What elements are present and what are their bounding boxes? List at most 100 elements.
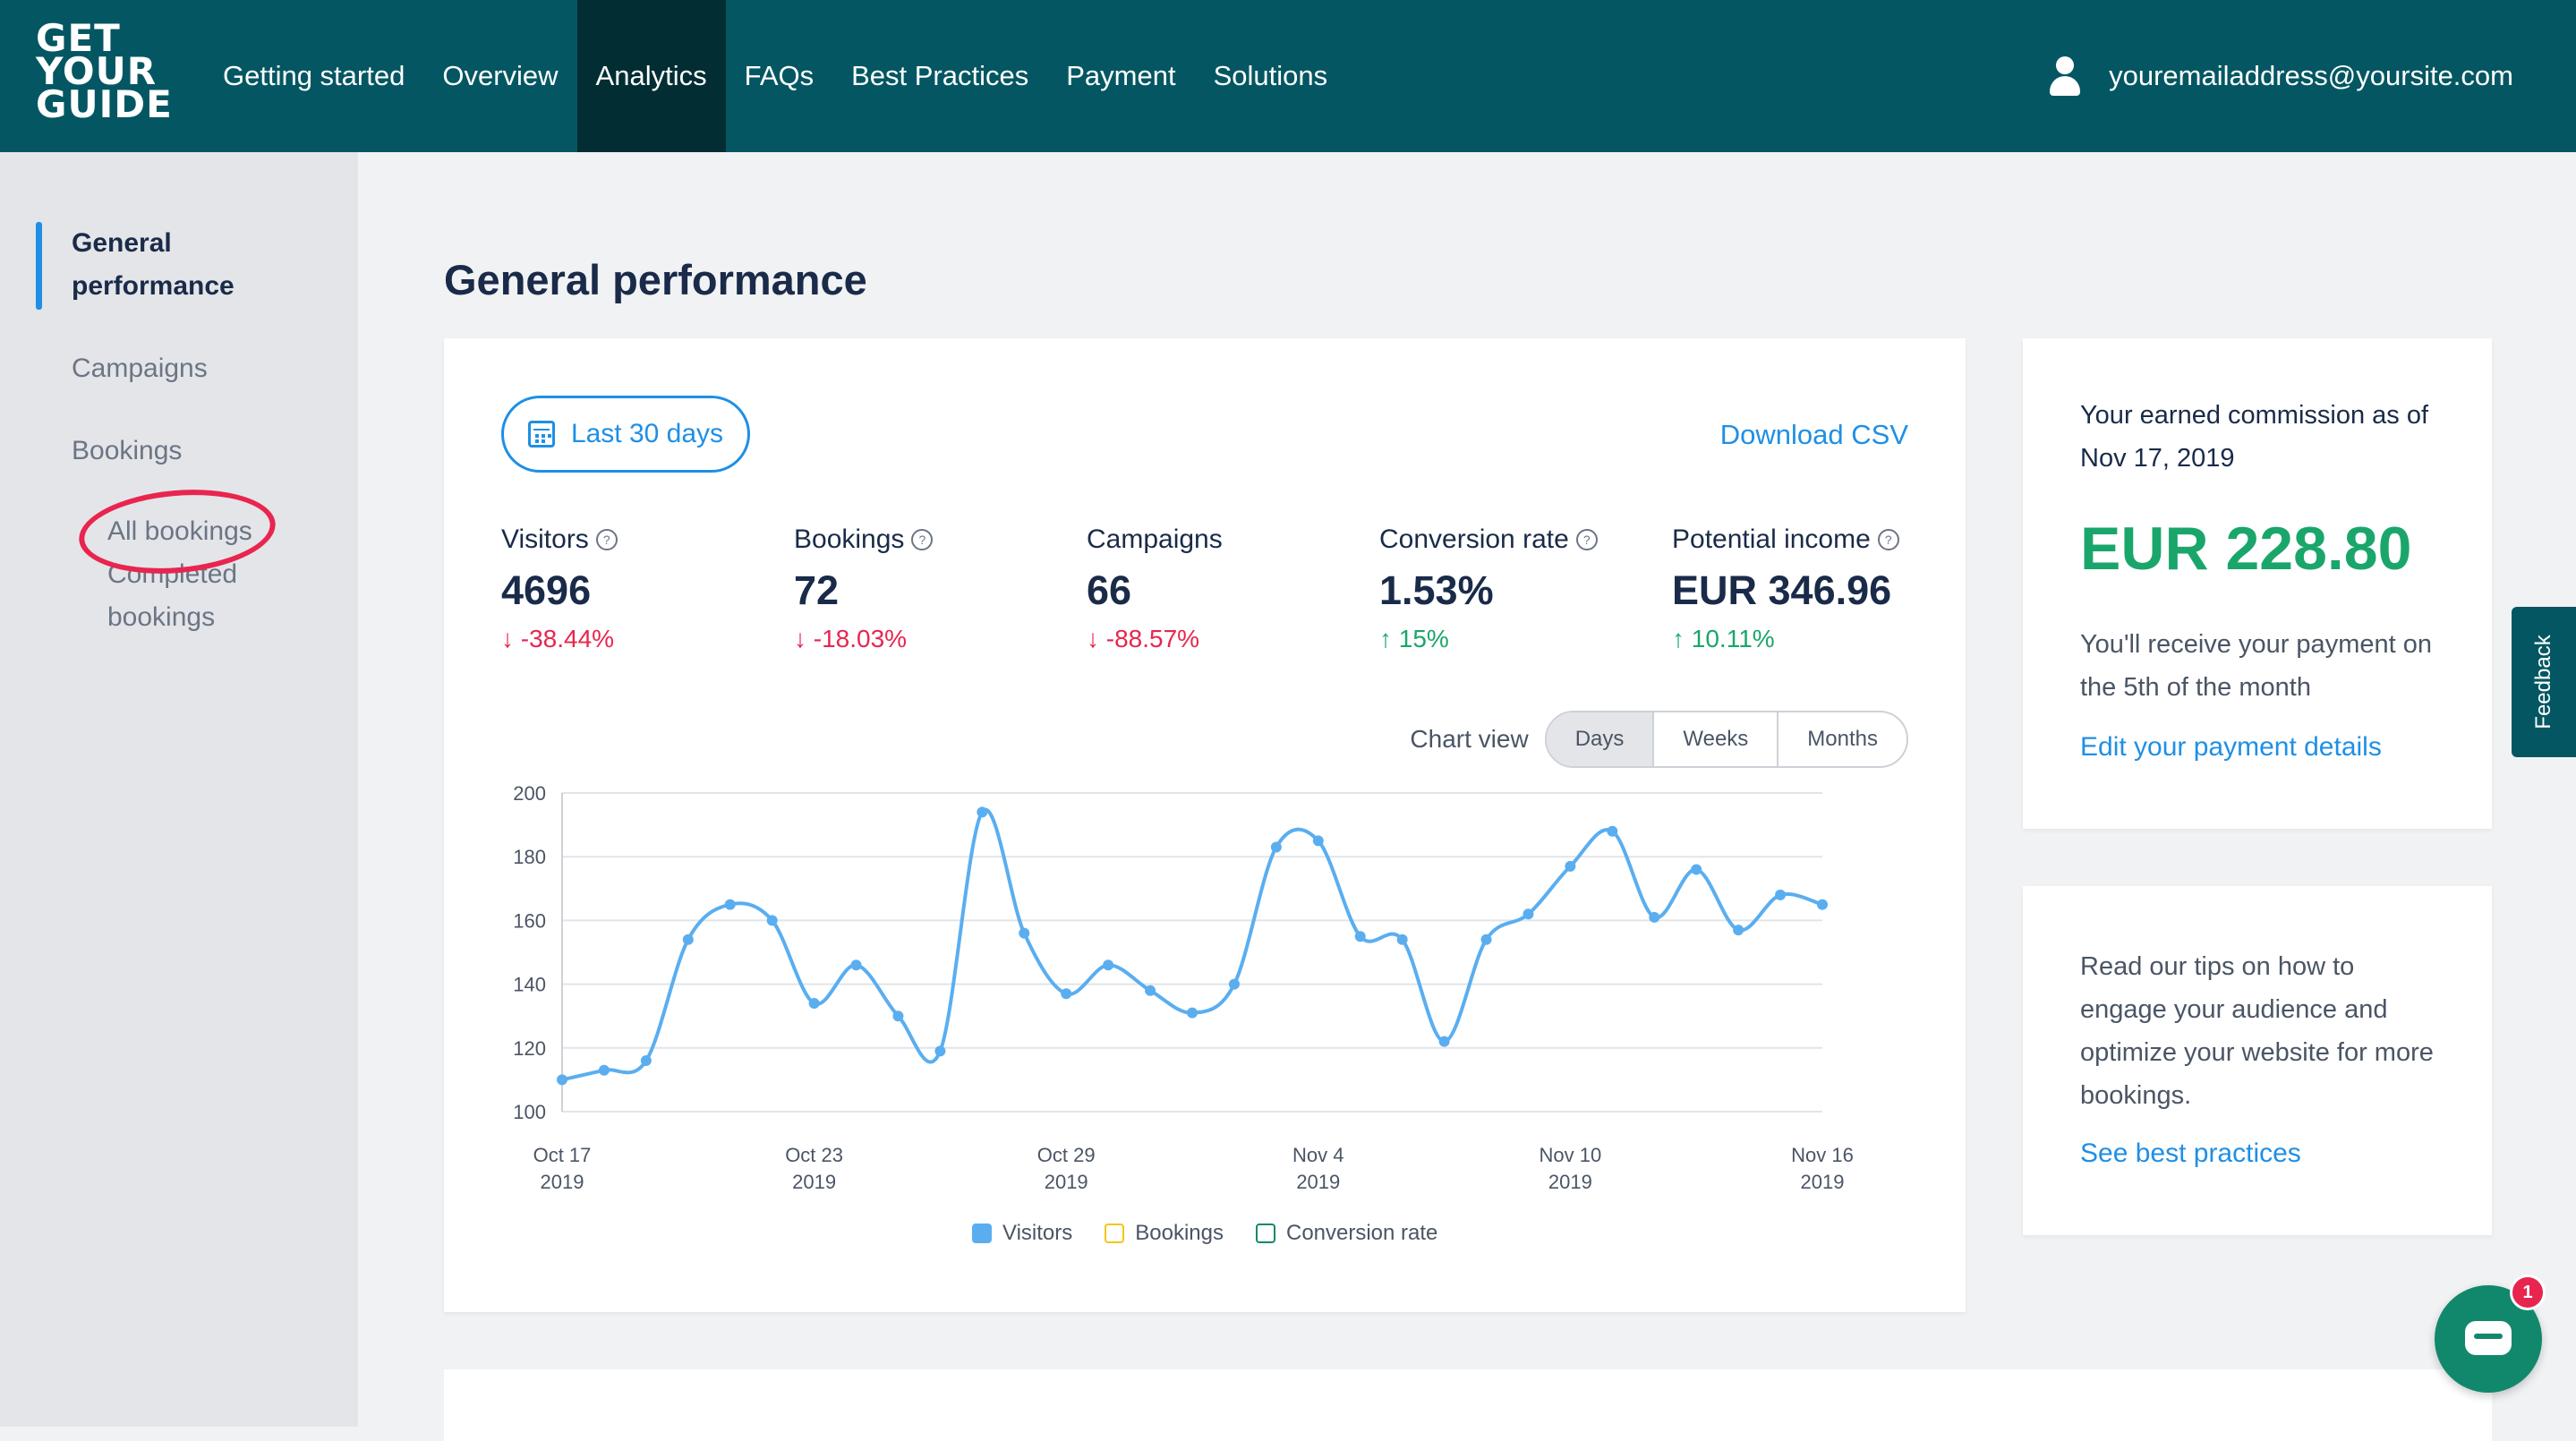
sidebar: [0, 152, 358, 1427]
help-icon[interactable]: ?: [1575, 529, 1598, 550]
data-point: [640, 1055, 652, 1067]
arrow-down-icon: ↓: [501, 625, 514, 652]
data-point: [1775, 889, 1787, 900]
nav-overview[interactable]: Overview: [442, 60, 559, 91]
chat-icon: [2465, 1321, 2512, 1355]
feedback-tab[interactable]: Feedback: [2512, 607, 2576, 757]
legend-item-visitors[interactable]: Visitors: [972, 1221, 1072, 1246]
user-email: youremailaddress@yoursite.com: [2109, 60, 2513, 91]
getyourguide-logo[interactable]: GET YOUR GUIDE: [36, 16, 173, 126]
legend-swatch: [1255, 1224, 1275, 1243]
nav-best-practices[interactable]: Best Practices: [851, 60, 1029, 91]
sidebar-subitem-completed-bookings[interactable]: Completed bookings: [107, 559, 238, 632]
download-csv-link[interactable]: Download CSV: [1719, 419, 1908, 450]
series-line-visitors: [561, 807, 1823, 1082]
metric-bookings: Bookings? 72 ↓ -18.03%: [794, 524, 1080, 653]
x-tick-year: 2019: [1296, 1171, 1340, 1193]
nav-getting-started[interactable]: Getting started: [223, 60, 405, 91]
data-point: [1733, 925, 1744, 936]
metric-change: -88.57%: [1105, 625, 1200, 652]
main-nav: Getting started Overview Analytics FAQs …: [204, 0, 1346, 152]
sidebar-active-indicator: [36, 222, 42, 310]
data-point: [1270, 841, 1282, 853]
tips-text: Read our tips on how to engage your audi…: [2080, 952, 2434, 1110]
data-point: [934, 1045, 946, 1057]
user-menu[interactable]: youremailaddress@yoursite.com: [2048, 0, 2513, 152]
logo-line: GUIDE: [36, 82, 173, 126]
see-best-practices-link[interactable]: See best practices: [2080, 1138, 2301, 1168]
data-point: [1061, 988, 1072, 1000]
metric-change: -18.03%: [813, 625, 908, 652]
data-point: [1228, 978, 1240, 990]
chart-view-weeks[interactable]: Weeks: [1652, 712, 1777, 766]
data-point: [892, 1010, 904, 1022]
visitors-line-chart: 100 120 140 160 180 200 Oct 17 2019 Oct 23 2019 Oc…: [513, 782, 1854, 1193]
logo-line: GET: [36, 16, 121, 60]
legend-item-bookings[interactable]: Bookings: [1105, 1221, 1224, 1246]
metric-change: -38.44%: [520, 625, 615, 652]
help-icon[interactable]: ?: [595, 529, 618, 550]
y-tick-label: 200: [513, 782, 546, 805]
y-tick-label: 120: [513, 1037, 546, 1060]
arrow-down-icon: ↓: [794, 625, 806, 652]
commission-note: You'll receive your payment on the 5th o…: [2080, 630, 2432, 702]
data-point: [1145, 985, 1156, 996]
nav-analytics[interactable]: Analytics: [576, 0, 726, 152]
metrics-row: Visitors? 4696 ↓ -38.44% Bookings? 72 ↓ …: [501, 524, 1933, 668]
nav-payment[interactable]: Payment: [1066, 60, 1176, 91]
legend-label: Bookings: [1135, 1221, 1224, 1245]
x-tick-year: 2019: [1548, 1171, 1592, 1193]
nav-faqs[interactable]: FAQs: [744, 60, 815, 91]
arrow-up-icon: ↑: [1379, 625, 1392, 652]
help-icon[interactable]: ?: [1877, 529, 1899, 550]
edit-payment-details-link[interactable]: Edit your payment details: [2080, 732, 2382, 762]
data-point: [808, 997, 820, 1009]
y-tick-label: 100: [513, 1101, 546, 1123]
tips-card: Read our tips on how to engage your audi…: [2023, 886, 2492, 1235]
legend-swatch: [1105, 1224, 1125, 1243]
metric-value: 4696: [501, 567, 592, 613]
x-tick-label: Nov 4: [1292, 1144, 1343, 1166]
y-tick-label: 180: [513, 846, 546, 868]
x-tick-label: Nov 16: [1791, 1144, 1854, 1166]
legend-swatch: [972, 1224, 992, 1243]
data-point: [724, 899, 736, 910]
data-point: [1187, 1007, 1198, 1019]
metric-value: 72: [794, 567, 840, 613]
metric-change: 15%: [1398, 625, 1449, 652]
metric-label: Visitors: [501, 524, 589, 554]
metric-value: 66: [1087, 567, 1132, 613]
chat-notification-badge: 1: [2510, 1275, 2546, 1310]
metric-visitors: Visitors? 4696 ↓ -38.44%: [501, 524, 788, 653]
x-tick-label: Nov 10: [1540, 1144, 1602, 1166]
y-tick-label: 140: [513, 974, 546, 996]
sidebar-subitem-all-bookings[interactable]: All bookings: [107, 516, 252, 546]
data-point: [977, 806, 988, 818]
chart-view-toggle: Days Weeks Months: [1544, 711, 1908, 768]
metric-label: Conversion rate: [1379, 524, 1569, 554]
sidebar-item-campaigns[interactable]: Campaigns: [72, 354, 208, 383]
legend-label: Visitors: [1002, 1221, 1073, 1245]
nav-solutions[interactable]: Solutions: [1213, 60, 1328, 91]
x-tick-year: 2019: [541, 1171, 584, 1193]
sidebar-item-general-performance[interactable]: General performance: [72, 228, 235, 301]
commission-card: Your earned commission as of Nov 17, 201…: [2023, 338, 2492, 829]
data-point: [1019, 927, 1030, 939]
y-tick-label: 160: [513, 909, 546, 932]
date-range-button[interactable]: Last 30 days: [501, 396, 750, 473]
chart-view-months[interactable]: Months: [1777, 712, 1906, 766]
data-point: [1438, 1036, 1450, 1047]
performance-card: Last 30 days Download CSV Visitors? 4696…: [444, 338, 1966, 1312]
sidebar-item-bookings[interactable]: Bookings: [72, 436, 183, 465]
data-point: [1691, 864, 1702, 875]
metric-label: Bookings: [794, 524, 905, 554]
x-tick-label: Oct 29: [1037, 1144, 1096, 1166]
legend-label: Conversion rate: [1285, 1221, 1438, 1245]
help-icon[interactable]: ?: [911, 529, 934, 550]
x-tick-year: 2019: [792, 1171, 836, 1193]
chart-view-days[interactable]: Days: [1546, 712, 1653, 766]
metric-campaigns: Campaigns 66 ↓ -88.57%: [1087, 524, 1373, 653]
top-navigation-bar: GET YOUR GUIDE Getting started Overview …: [0, 0, 2576, 152]
legend-item-conversion-rate[interactable]: Conversion rate: [1255, 1221, 1438, 1246]
x-tick-year: 2019: [1045, 1171, 1088, 1193]
